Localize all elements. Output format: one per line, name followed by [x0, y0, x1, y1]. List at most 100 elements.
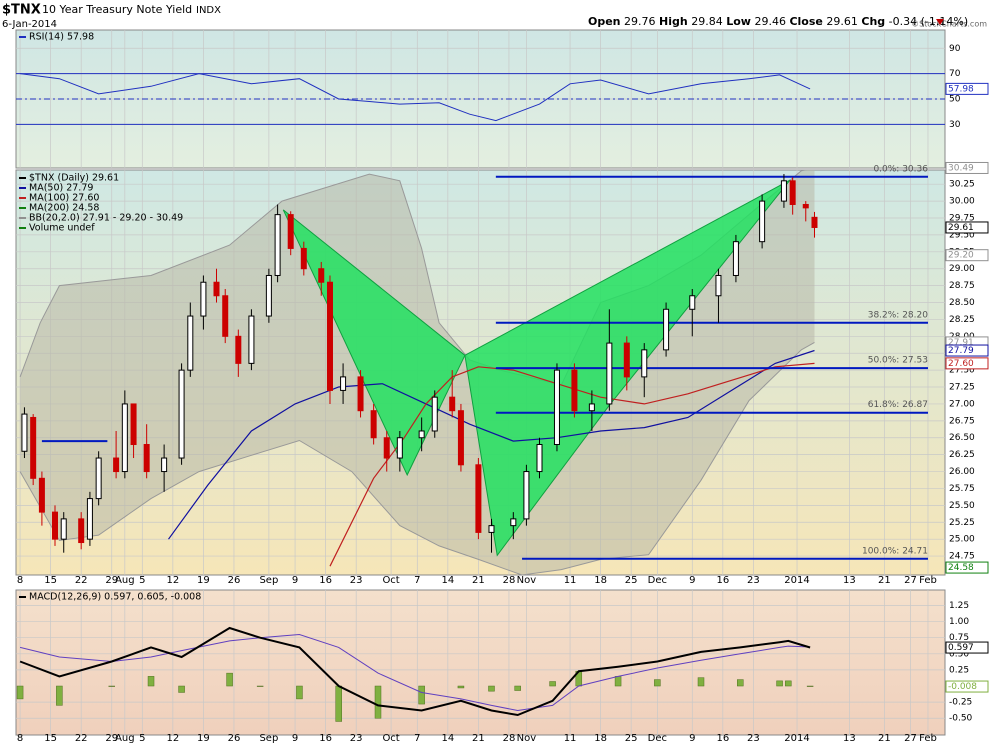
- x-tick-label: Nov: [517, 733, 537, 744]
- x-tick-label: 2014: [784, 575, 809, 586]
- quote-value: 29.84: [691, 15, 723, 28]
- candle-body: [802, 203, 809, 209]
- x-tick-label: 26: [228, 575, 241, 586]
- x-tick-label: Feb: [919, 575, 937, 586]
- candle-body: [357, 376, 364, 412]
- histogram-bar: [806, 685, 814, 687]
- x-tick-label: 23: [747, 575, 760, 586]
- candle-body: [265, 274, 272, 317]
- value-tag-label: 0.597: [948, 643, 974, 653]
- x-tick-label: 7: [414, 575, 420, 586]
- x-tick-label: Feb: [919, 733, 937, 744]
- candle-body: [488, 525, 495, 533]
- x-tick-label: 16: [716, 733, 729, 744]
- candle-body: [811, 216, 818, 228]
- x-tick-label: 16: [716, 575, 729, 586]
- candle-body: [287, 214, 294, 249]
- x-tick-label: Nov: [517, 575, 537, 586]
- candle-body: [78, 518, 85, 544]
- x-tick-label: 19: [197, 733, 210, 744]
- x-tick-label: 2014: [784, 733, 809, 744]
- x-tick-label: Oct: [382, 575, 399, 586]
- candle-body: [606, 342, 613, 405]
- date: 6-Jan-2014: [2, 19, 57, 30]
- x-tick-label: 16: [319, 575, 332, 586]
- y-tick-label: 25.75: [949, 484, 975, 494]
- value-tag-label: 57.98: [948, 84, 974, 94]
- x-tick-label: 11: [564, 575, 577, 586]
- candle-body: [178, 369, 185, 459]
- x-tick-label: 9: [292, 733, 298, 744]
- fib-level-label: 50.0%: 27.53: [868, 356, 928, 366]
- panel-background: [15, 589, 946, 736]
- x-tick-label: 5: [139, 733, 145, 744]
- candle-body: [370, 410, 377, 439]
- value-tag-label: 24.58: [948, 563, 974, 573]
- quote-value: 29.61: [826, 15, 858, 28]
- change-arrow: [936, 19, 944, 25]
- value-tag: [945, 344, 989, 357]
- x-tick-label: Aug: [115, 575, 135, 586]
- x-tick-label: 12: [166, 575, 179, 586]
- histogram-bar: [514, 685, 521, 691]
- x-tick-label: 11: [564, 733, 577, 744]
- fib-level-label: 61.8%: 26.87: [868, 400, 928, 410]
- candle-body: [689, 295, 696, 310]
- y-tick-label: 26.50: [949, 433, 975, 443]
- x-tick-label: 22: [75, 733, 88, 744]
- moving-average: [329, 362, 815, 567]
- histogram-bar: [374, 685, 382, 719]
- plot-area: [16, 590, 945, 735]
- x-tick-label: 27: [904, 575, 917, 586]
- histogram-bar: [418, 685, 425, 705]
- candle-body: [200, 281, 207, 317]
- fib-level-label: 0.0%: 30.36: [873, 164, 928, 174]
- candle-body: [30, 416, 37, 479]
- value-tag: [945, 561, 989, 574]
- y-tick-label: 1.00: [949, 617, 969, 627]
- y-tick-label: 25.50: [949, 501, 975, 511]
- candle-body: [536, 444, 543, 473]
- legend-label: MACD(12,26,9) 0.597, 0.605, -0.008: [29, 592, 201, 603]
- y-tick-label: 29.50: [949, 230, 975, 240]
- y-tick-label: 25.25: [949, 518, 975, 528]
- y-tick-label: 29.00: [949, 264, 975, 274]
- candle-body: [121, 403, 128, 473]
- x-tick-label: 9: [689, 575, 695, 586]
- y-tick-label: 0.75: [949, 633, 969, 643]
- quote-value: 29.46: [754, 15, 786, 28]
- quote-value: -0.34 (-1.14%): [889, 15, 968, 28]
- exchange: INDX: [196, 5, 221, 16]
- x-tick-label: 13: [843, 575, 856, 586]
- moving-average: [168, 349, 815, 540]
- x-tick-label: 21: [878, 733, 891, 744]
- legend-label: MA(50) 27.79: [29, 183, 93, 194]
- candle-body: [641, 349, 648, 378]
- candle-body: [326, 281, 333, 391]
- candle-body: [213, 281, 220, 297]
- candle-body: [759, 200, 766, 243]
- x-tick-label: 29: [105, 575, 118, 586]
- legend-label: MA(200) 24.58: [29, 203, 99, 214]
- quote-label: High: [659, 15, 688, 28]
- candle-body: [248, 315, 255, 364]
- x-tick-label: 21: [472, 575, 485, 586]
- value-tag-label: 27.91: [948, 338, 974, 348]
- histogram-bar: [335, 685, 342, 722]
- histogram-bar: [108, 685, 115, 687]
- value-tag: [945, 82, 989, 95]
- quote-value: 29.76: [624, 15, 656, 28]
- candle-body: [732, 241, 739, 276]
- x-tick-label: 27: [904, 733, 917, 744]
- x-tick-label: Aug: [115, 733, 135, 744]
- candle-body: [318, 268, 325, 283]
- histogram-bar: [147, 676, 155, 687]
- quote-label: Open: [588, 15, 621, 28]
- y-tick-label: 27.50: [949, 366, 975, 376]
- x-tick-label: 12: [166, 733, 179, 744]
- histogram-bar: [614, 676, 622, 687]
- x-tick-label: 13: [843, 733, 856, 744]
- rsi-line: [20, 73, 811, 122]
- y-tick-label: 28.25: [949, 315, 975, 325]
- legend-label: MA(100) 27.60: [29, 193, 99, 204]
